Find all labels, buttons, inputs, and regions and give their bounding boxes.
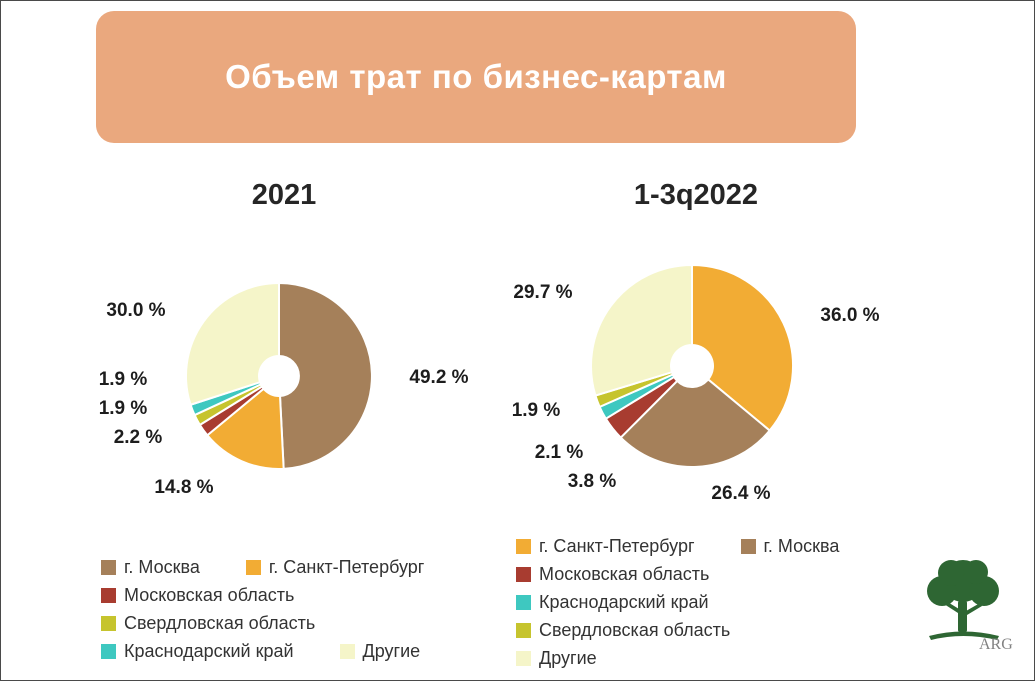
legend-item: Другие [339, 641, 421, 662]
legend-label: Другие [539, 648, 597, 668]
legend-row: Московская область [101, 585, 424, 606]
slice-value-label: 1.9 % [98, 369, 148, 390]
legend-swatch [516, 651, 531, 666]
legend-2022: г. Санкт-Петербург г. Москва Московская об… [516, 536, 839, 676]
tree-icon: ARG [927, 560, 1013, 653]
legend-row: г. Москва г. Санкт-Петербург [101, 557, 424, 578]
title-banner: Объем трат по бизнес-картам [96, 11, 856, 143]
legend-label: г. Москва [763, 536, 840, 556]
legend-label: Другие [362, 641, 421, 661]
legend-label: Московская область [539, 564, 710, 584]
legend-swatch [516, 539, 531, 554]
legend-row: Другие [516, 648, 839, 669]
legend-label: г. Санкт-Петербург [268, 557, 425, 577]
legend-item: Другие [516, 648, 597, 669]
legend-item: Краснодарский край [101, 641, 294, 662]
legend-swatch [516, 567, 531, 582]
legend-swatch [740, 539, 756, 554]
legend-item: Краснодарский край [516, 592, 709, 613]
legend-label: Краснодарский край [539, 592, 709, 612]
legend-item: г. Москва [101, 557, 200, 578]
legend-swatch [101, 616, 116, 631]
logo-text: ARG [979, 636, 1013, 653]
slice-value-label: 29.7 % [513, 282, 573, 303]
legend-label: Московская область [124, 585, 295, 605]
pie-slice [185, 282, 280, 406]
slice-value-label: 1.9 % [98, 398, 148, 419]
legend-item: г. Москва [740, 536, 840, 557]
legend-item: г. Санкт-Петербург [245, 557, 425, 578]
slice-value-label: 14.8 % [154, 477, 214, 498]
legend-row: Краснодарский край Другие [101, 641, 424, 662]
arg-logo: ARG [911, 551, 1021, 656]
page-title: Объем трат по бизнес-картам [225, 58, 727, 95]
slice-value-label: 36.0 % [820, 305, 880, 326]
legend-swatch [101, 644, 116, 659]
legend-label: Краснодарский край [124, 641, 294, 661]
legend-label: г. Москва [124, 557, 200, 577]
legend-swatch [516, 595, 531, 610]
slice-value-label: 3.8 % [567, 471, 617, 492]
legend-label: Свердловская область [539, 620, 731, 640]
slice-value-label: 2.1 % [534, 442, 584, 463]
legend-swatch [245, 560, 261, 575]
slice-value-label: 30.0 % [106, 300, 166, 321]
legend-label: Свердловская область [124, 613, 316, 633]
pie-slice [278, 282, 373, 470]
pie-slice [590, 264, 693, 397]
legend-swatch [101, 560, 116, 575]
legend-swatch [339, 644, 355, 659]
chart-title-2022: 1-3q2022 [633, 179, 759, 211]
chart-title-2021: 2021 [251, 179, 317, 211]
legend-item: Свердловская область [101, 613, 315, 634]
legend-row: Свердловская область [101, 613, 424, 634]
pie-slice [691, 264, 794, 432]
slice-value-label: 2.2 % [113, 427, 163, 448]
legend-row: Краснодарский край [516, 592, 839, 613]
legend-row: г. Санкт-Петербург г. Москва [516, 536, 839, 557]
legend-item: Московская область [516, 564, 709, 585]
legend-item: Московская область [101, 585, 294, 606]
legend-label: г. Санкт-Петербург [539, 536, 695, 556]
legend-swatch [516, 623, 531, 638]
slice-value-label: 1.9 % [511, 400, 561, 421]
legend-row: Московская область [516, 564, 839, 585]
slice-value-label: 49.2 % [409, 367, 469, 388]
legend-item: Свердловская область [516, 620, 730, 641]
slice-value-label: 26.4 % [711, 483, 771, 504]
pie-slice [206, 387, 285, 470]
legend-2021: г. Москва г. Санкт-Петербург Московская об… [101, 557, 424, 669]
legend-row: Свердловская область [516, 620, 839, 641]
legend-item: г. Санкт-Петербург [516, 536, 695, 557]
legend-swatch [101, 588, 116, 603]
